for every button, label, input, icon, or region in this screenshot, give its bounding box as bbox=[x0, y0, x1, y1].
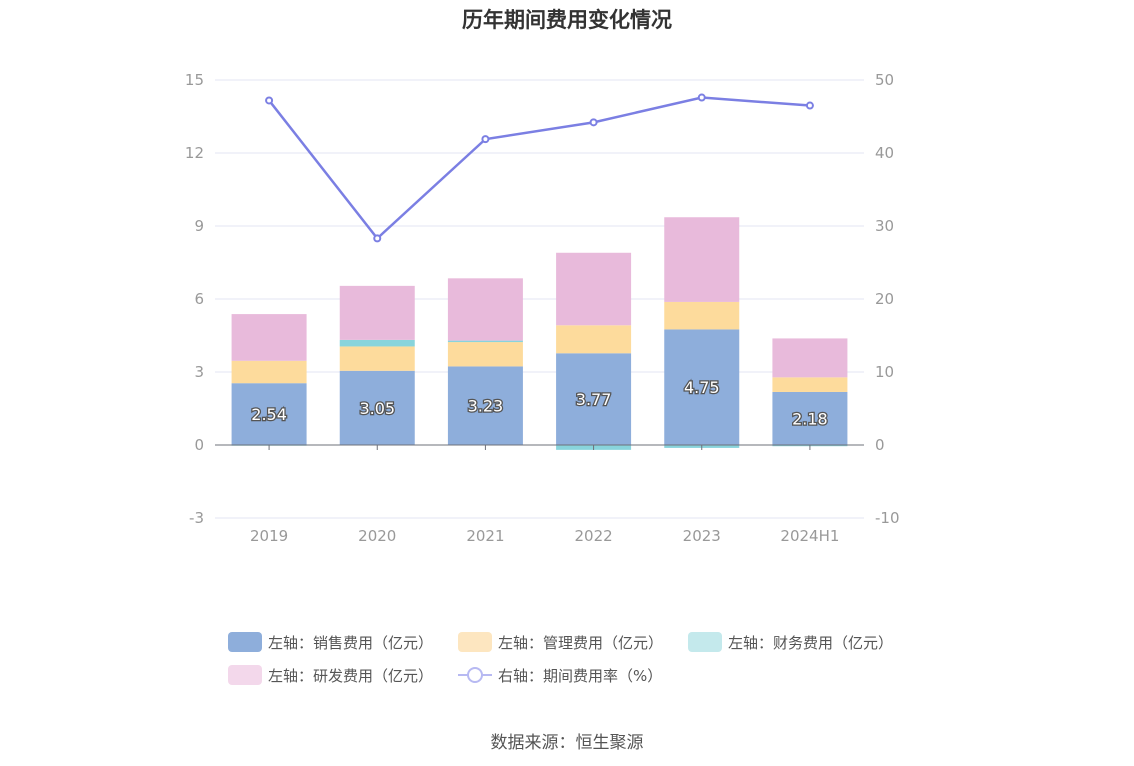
legend-item-sales[interactable]: 左轴：销售费用（亿元） bbox=[228, 630, 433, 654]
right-axis-tick-label: 10 bbox=[875, 363, 894, 381]
expense-ratio-point bbox=[697, 93, 706, 102]
left-axis-tick-label: 9 bbox=[194, 217, 204, 235]
bar-segment-1 bbox=[556, 325, 632, 354]
expense-ratio-line bbox=[268, 96, 811, 241]
bar-data-label: 4.75 bbox=[684, 378, 720, 397]
bar-segment-3 bbox=[664, 217, 740, 302]
legend-label-rnd: 左轴：研发费用（亿元） bbox=[268, 666, 434, 685]
bar-segment-0 bbox=[339, 370, 415, 445]
bar-data-label: 3.05 bbox=[359, 399, 395, 418]
x-axis-tick-label: 2023 bbox=[683, 527, 721, 545]
bar-segment-1 bbox=[772, 377, 848, 392]
legend-line-swatch bbox=[458, 665, 492, 685]
bar-segment-3 bbox=[231, 314, 307, 361]
bar-segment-3 bbox=[339, 285, 415, 340]
expense-ratio-point bbox=[373, 234, 382, 243]
right-axis-tick-label: 30 bbox=[875, 217, 894, 235]
bar-segment-3 bbox=[772, 338, 848, 378]
legend-label-expense-ratio: 右轴：期间费用率（%） bbox=[498, 666, 663, 685]
legend-label-sales: 左轴：销售费用（亿元） bbox=[268, 633, 434, 652]
bar-data-label: 2.54 bbox=[251, 405, 287, 424]
bar-data-label: 2.18 bbox=[792, 409, 828, 428]
legend-swatch-finance bbox=[688, 632, 722, 652]
legend-swatch-sales bbox=[228, 632, 262, 652]
left-axis-tick-label: 6 bbox=[194, 290, 204, 308]
chart-title: 历年期间费用变化情况 bbox=[462, 8, 672, 32]
legend-item-finance[interactable]: 左轴：财务费用（亿元） bbox=[688, 630, 893, 654]
bar-segment-1 bbox=[664, 301, 740, 330]
x-axis-tick-label: 2024H1 bbox=[780, 527, 839, 545]
right-axis-tick-label: 50 bbox=[875, 71, 894, 89]
source-note: 数据来源：恒生聚源 bbox=[490, 733, 644, 753]
bar-segment-1 bbox=[447, 342, 523, 367]
x-axis-tick-label: 2020 bbox=[358, 527, 396, 545]
legend-swatch-rnd bbox=[228, 665, 262, 685]
bar-segment-1 bbox=[231, 360, 307, 384]
bar-segment-0 bbox=[231, 383, 307, 445]
expense-ratio-point bbox=[481, 135, 490, 144]
x-axis-tick-label: 2022 bbox=[574, 527, 612, 545]
bar-segment-0 bbox=[447, 366, 523, 445]
right-axis-tick-label: 40 bbox=[875, 144, 894, 162]
expense-ratio-point bbox=[265, 96, 274, 105]
bar-segment-0 bbox=[772, 391, 848, 445]
right-axis-tick-label: -10 bbox=[875, 509, 900, 527]
legend-item-admin[interactable]: 左轴：管理费用（亿元） bbox=[458, 630, 663, 654]
left-axis-tick-label: 15 bbox=[185, 71, 204, 89]
left-axis-tick-label: 0 bbox=[194, 436, 204, 454]
right-axis-tick-label: 20 bbox=[875, 290, 894, 308]
bar-segment-2 bbox=[447, 340, 523, 343]
expense-ratio-point bbox=[589, 118, 598, 127]
legend-item-expense-ratio[interactable]: 右轴：期间费用率（%） bbox=[458, 663, 662, 687]
bar-segment-3 bbox=[556, 252, 632, 326]
left-axis-tick-label: 12 bbox=[185, 144, 204, 162]
bar-segment-0 bbox=[556, 353, 632, 445]
x-axis-tick-label: 2021 bbox=[466, 527, 504, 545]
right-axis-tick-label: 0 bbox=[875, 436, 885, 454]
expense-ratio-point bbox=[805, 101, 814, 110]
bar-segment-2 bbox=[339, 339, 415, 347]
bar-data-label: 3.23 bbox=[468, 397, 504, 416]
legend-swatch-admin bbox=[458, 632, 492, 652]
legend-label-admin: 左轴：管理费用（亿元） bbox=[498, 633, 664, 652]
legend-label-finance: 左轴：财务费用（亿元） bbox=[728, 633, 894, 652]
left-axis-tick-label: -3 bbox=[189, 509, 204, 527]
x-axis-tick-label: 2019 bbox=[250, 527, 288, 545]
bar-segment-3 bbox=[447, 278, 523, 341]
bar-data-label: 3.77 bbox=[576, 390, 612, 409]
legend-item-rnd[interactable]: 左轴：研发费用（亿元） bbox=[228, 663, 433, 687]
left-axis-tick-label: 3 bbox=[194, 363, 204, 381]
bar-segment-1 bbox=[339, 346, 415, 371]
bar-segment-0 bbox=[664, 329, 740, 445]
